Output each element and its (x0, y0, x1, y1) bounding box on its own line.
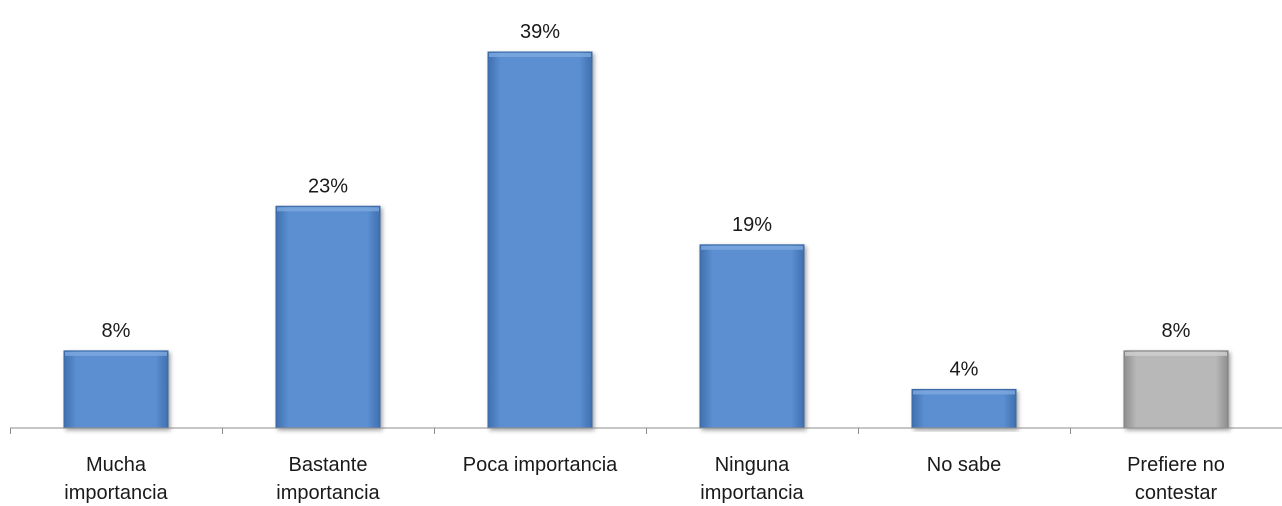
data-label-2: 39% (520, 21, 560, 43)
data-label-1: 23% (308, 175, 348, 197)
category-label-3: importancia (700, 482, 804, 504)
data-label-3: 19% (732, 214, 772, 236)
data-label-0: 8% (102, 320, 131, 342)
labels-group: 8% Mucha importancia 23% Bastante importancia… (64, 21, 1225, 504)
bar-4 (911, 388, 1017, 429)
bar-2 (487, 51, 593, 429)
bar-highlight-2 (489, 53, 591, 57)
bar-3 (699, 244, 805, 429)
bar-highlight-5 (1125, 351, 1227, 356)
category-label-2: Poca importancia (463, 454, 618, 476)
bars-group (63, 51, 1229, 429)
bar-0 (63, 350, 169, 429)
category-label-0: Mucha (86, 454, 147, 476)
bar-highlight-4 (913, 390, 1015, 395)
bar-highlight-3 (701, 245, 803, 250)
bar-highlight-0 (65, 351, 167, 356)
category-label-5: Prefiere no (1127, 454, 1225, 476)
category-label-5: contestar (1135, 482, 1218, 504)
x-axis (10, 427, 1282, 434)
bar-1 (275, 205, 381, 429)
category-label-4: No sabe (927, 454, 1002, 476)
data-label-5: 8% (1162, 320, 1191, 342)
category-label-0: importancia (64, 482, 168, 504)
data-label-4: 4% (950, 358, 979, 380)
category-label-1: Bastante (289, 454, 368, 476)
bar-5 (1123, 350, 1229, 429)
bar-highlight-1 (277, 207, 379, 212)
category-label-3: Ninguna (715, 454, 790, 476)
category-label-1: importancia (276, 482, 380, 504)
